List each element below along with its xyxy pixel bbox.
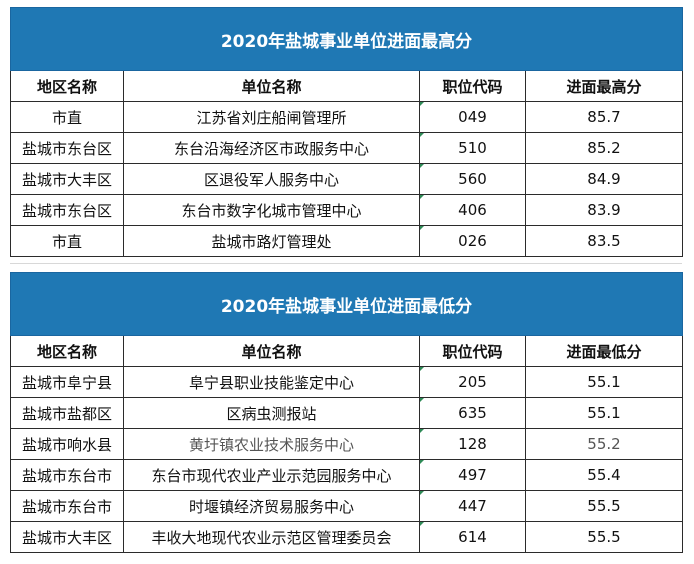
cell-unit: 黄圩镇农业技术服务中心: [123, 428, 420, 460]
cell-score: 84.9: [524, 163, 684, 195]
column-header-score: 进面最高分: [524, 70, 684, 102]
cell-unit: 丰收大地现代农业示范区管理委员会: [123, 521, 420, 553]
table-row: 盐城市大丰区 丰收大地现代农业示范区管理委员会 614 55.5: [10, 521, 684, 553]
table-row: 盐城市响水县 黄圩镇农业技术服务中心 128 55.2: [10, 428, 684, 460]
cell-unit: 区退役军人服务中心: [123, 163, 420, 195]
cell-region: 盐城市东台区: [10, 194, 124, 226]
table-row: 盐城市大丰区 区退役军人服务中心 560 84.9: [10, 163, 684, 195]
column-header-region: 地区名称: [10, 335, 124, 367]
cell-score: 55.5: [524, 521, 684, 553]
table-title-row: 2020年盐城事业单位进面最高分: [9, 7, 684, 71]
cell-region: 盐城市东台市: [10, 459, 124, 491]
cell-score: 55.4: [524, 459, 684, 491]
table-separator: [10, 263, 682, 264]
table-row: 盐城市东台区 东台市数字化城市管理中心 406 83.9: [10, 194, 684, 226]
table-row: 盐城市盐都区 区病虫测报站 635 55.1: [10, 397, 684, 429]
cell-code: 026: [419, 225, 526, 257]
cell-unit: 东台市数字化城市管理中心: [123, 194, 420, 226]
cell-unit: 东台沿海经济区市政服务中心: [123, 132, 420, 164]
highest-score-table-wrapper: 2020年盐城事业单位进面最高分 地区名称 单位名称 职位代码 进面最高分 市直…: [9, 7, 684, 257]
cell-code: 560: [419, 163, 526, 195]
cell-code: 205: [419, 366, 526, 398]
cell-region: 盐城市盐都区: [10, 397, 124, 429]
cell-region: 盐城市东台区: [10, 132, 124, 164]
cell-score: 85.7: [524, 101, 684, 133]
cell-code: 128: [419, 428, 526, 460]
cell-score: 55.1: [524, 366, 684, 398]
lowest-score-table-wrapper: 2020年盐城事业单位进面最低分 地区名称 单位名称 职位代码 进面最低分 盐城…: [9, 272, 684, 553]
table-title: 2020年盐城事业单位进面最低分: [9, 272, 684, 336]
cell-region: 盐城市大丰区: [10, 521, 124, 553]
cell-code: 614: [419, 521, 526, 553]
cell-unit: 盐城市路灯管理处: [123, 225, 420, 257]
table-row: 市直 盐城市路灯管理处 026 83.5: [10, 225, 684, 257]
column-header-region: 地区名称: [10, 70, 124, 102]
lowest-score-table: 2020年盐城事业单位进面最低分 地区名称 单位名称 职位代码 进面最低分 盐城…: [9, 272, 684, 553]
table-header-row: 地区名称 单位名称 职位代码 进面最高分: [10, 70, 684, 102]
cell-code: 447: [419, 490, 526, 522]
table-title-row: 2020年盐城事业单位进面最低分: [9, 272, 684, 336]
table-title: 2020年盐城事业单位进面最高分: [9, 7, 684, 71]
table-row: 盐城市东台区 东台沿海经济区市政服务中心 510 85.2: [10, 132, 684, 164]
cell-code: 406: [419, 194, 526, 226]
table-row: 盐城市阜宁县 阜宁县职业技能鉴定中心 205 55.1: [10, 366, 684, 398]
cell-region: 市直: [10, 225, 124, 257]
cell-unit: 江苏省刘庄船闸管理所: [123, 101, 420, 133]
cell-code: 510: [419, 132, 526, 164]
cell-region: 盐城市东台市: [10, 490, 124, 522]
column-header-unit: 单位名称: [123, 335, 420, 367]
cell-region: 盐城市大丰区: [10, 163, 124, 195]
column-header-code: 职位代码: [419, 335, 526, 367]
table-row: 盐城市东台市 时堰镇经济贸易服务中心 447 55.5: [10, 490, 684, 522]
cell-region: 盐城市阜宁县: [10, 366, 124, 398]
column-header-unit: 单位名称: [123, 70, 420, 102]
cell-code: 049: [419, 101, 526, 133]
column-header-code: 职位代码: [419, 70, 526, 102]
cell-unit: 阜宁县职业技能鉴定中心: [123, 366, 420, 398]
cell-unit: 东台市现代农业产业示范园服务中心: [123, 459, 420, 491]
cell-score: 83.5: [524, 225, 684, 257]
cell-score: 55.5: [524, 490, 684, 522]
table-row: 盐城市东台市 东台市现代农业产业示范园服务中心 497 55.4: [10, 459, 684, 491]
cell-code: 497: [419, 459, 526, 491]
cell-score: 55.2: [524, 428, 684, 460]
cell-region: 市直: [10, 101, 124, 133]
cell-code: 635: [419, 397, 526, 429]
cell-unit: 时堰镇经济贸易服务中心: [123, 490, 420, 522]
column-header-score: 进面最低分: [524, 335, 684, 367]
cell-region: 盐城市响水县: [10, 428, 124, 460]
table-row: 市直 江苏省刘庄船闸管理所 049 85.7: [10, 101, 684, 133]
cell-score: 55.1: [524, 397, 684, 429]
cell-score: 83.9: [524, 194, 684, 226]
highest-score-table: 2020年盐城事业单位进面最高分 地区名称 单位名称 职位代码 进面最高分 市直…: [9, 7, 684, 257]
table-header-row: 地区名称 单位名称 职位代码 进面最低分: [10, 335, 684, 367]
cell-score: 85.2: [524, 132, 684, 164]
cell-unit: 区病虫测报站: [123, 397, 420, 429]
